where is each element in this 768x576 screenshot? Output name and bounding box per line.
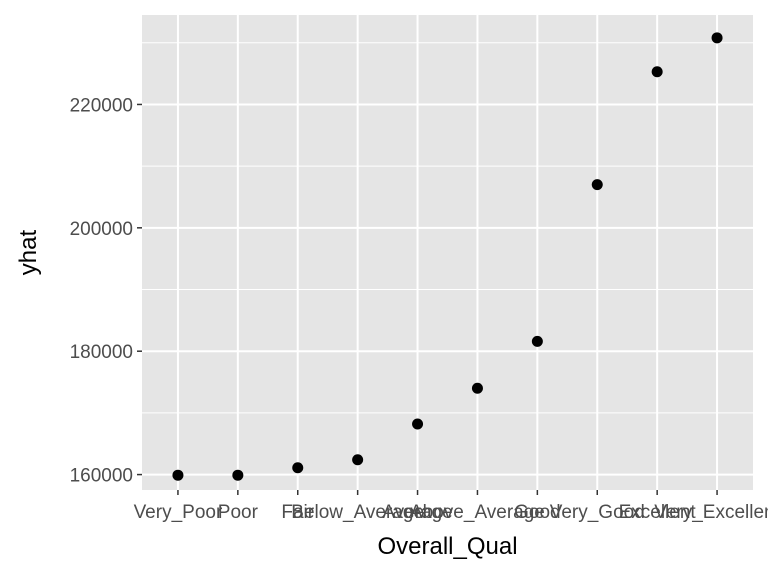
data-point (591, 179, 603, 191)
x-tick-label: Fair (281, 502, 314, 523)
data-points (172, 32, 723, 481)
y-axis: 160000 180000 200000 220000 (70, 95, 142, 487)
x-tick-label: Very_Good (550, 502, 645, 523)
x-tick-label: Below_Average (291, 502, 424, 523)
minor-gridlines (142, 42, 753, 414)
x-tick-label: Very_Poor (134, 502, 223, 523)
x-tick-label: Above_Average (410, 502, 545, 523)
x-axis-title: Overall_Qual (377, 533, 517, 560)
y-tick-label: 180000 (70, 342, 133, 363)
data-point (172, 469, 184, 481)
major-gridlines (142, 15, 753, 490)
data-point (292, 462, 304, 474)
data-point (711, 32, 723, 44)
data-point (471, 382, 483, 394)
x-tick-label: Poor (218, 502, 259, 523)
y-axis-title: yhat (15, 229, 42, 275)
data-point (352, 454, 364, 466)
data-point (412, 418, 424, 430)
plot-panel (142, 15, 753, 490)
y-tick-label: 220000 (70, 95, 133, 116)
data-point (531, 335, 543, 347)
data-point (232, 469, 244, 481)
data-point (651, 66, 663, 78)
x-tick-label: Very_Excellent (654, 502, 768, 523)
x-tick-label: Good (514, 502, 560, 523)
x-tick-label: Average (382, 502, 452, 523)
y-tick-label: 160000 (70, 466, 133, 487)
y-tick-label: 200000 (70, 219, 133, 240)
x-tick-label: Excellent (619, 502, 697, 523)
